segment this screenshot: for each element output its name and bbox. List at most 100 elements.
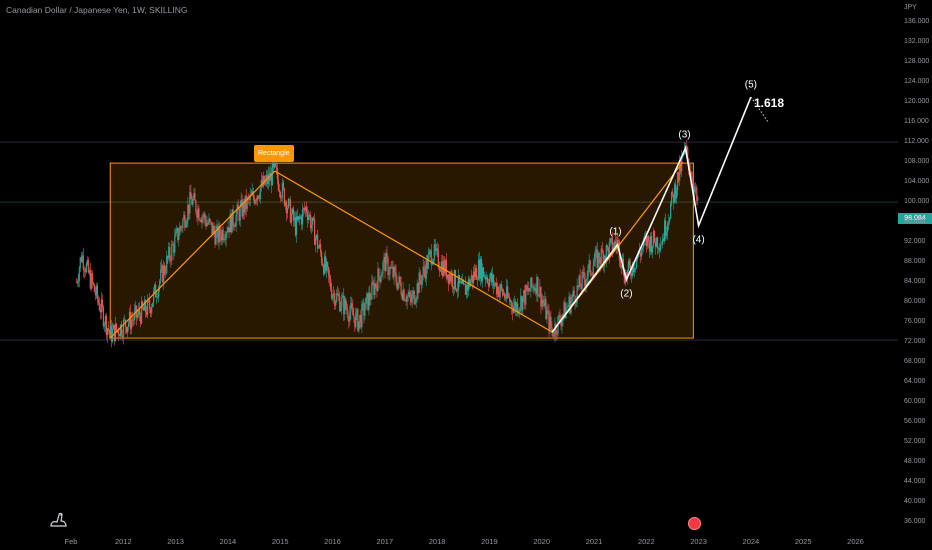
candle-body	[389, 267, 391, 274]
candle-body	[172, 244, 174, 245]
time-tick-label: 2024	[742, 537, 760, 546]
candle-body	[642, 239, 645, 248]
candle-body	[352, 307, 354, 316]
candle-body	[328, 267, 330, 276]
candle-body	[353, 315, 355, 318]
candle-body	[503, 293, 505, 295]
candle-body	[431, 263, 433, 265]
candle-body	[168, 247, 170, 259]
candle-body	[624, 274, 626, 284]
candle-body	[364, 309, 366, 316]
candle-body	[221, 229, 223, 241]
candle-body	[574, 295, 576, 303]
candle-body	[394, 267, 396, 272]
rectangle-label[interactable]: Rectangle	[254, 145, 294, 162]
candle-body	[289, 199, 292, 223]
candle-body	[340, 306, 342, 312]
candle-body	[256, 195, 258, 201]
candle-body	[403, 289, 405, 301]
candle-body	[587, 265, 589, 277]
candle-body	[474, 268, 477, 278]
candle-body	[270, 172, 272, 186]
candle-body	[206, 222, 208, 227]
candle-body	[98, 302, 100, 311]
candle-body	[546, 310, 548, 320]
candle-body	[159, 280, 161, 287]
candle-body	[130, 319, 133, 329]
time-tick-label: Feb	[64, 537, 78, 546]
candle-body	[333, 293, 335, 296]
price-tick-label: 80.000	[904, 298, 926, 306]
candle-body	[229, 214, 231, 233]
candle-body	[304, 207, 307, 211]
candle-body	[126, 326, 129, 333]
candle-body	[582, 271, 584, 273]
candle-body	[302, 208, 305, 210]
time-tick-label: 2016	[324, 537, 341, 546]
candle-body	[274, 163, 276, 167]
candle-body	[131, 319, 134, 321]
time-axis[interactable]	[0, 536, 898, 550]
candle-body	[410, 297, 412, 303]
candle-body	[610, 237, 612, 240]
candle-body	[599, 261, 601, 264]
price-tick-label: 116.000	[904, 118, 929, 126]
candle-body	[338, 294, 340, 297]
candle-body	[653, 230, 656, 242]
candle-body	[258, 198, 260, 199]
candle-body	[543, 302, 545, 306]
candle-body	[656, 237, 659, 249]
candle-body	[281, 182, 284, 198]
candle-body	[195, 200, 197, 212]
candle-body	[278, 190, 280, 192]
candle-body	[170, 258, 172, 261]
candle-body	[297, 216, 300, 221]
candle-body	[84, 270, 86, 273]
candle-body	[491, 272, 493, 283]
candle-body	[514, 301, 516, 307]
price-tick-label: 68.000	[904, 358, 926, 366]
candle-body	[566, 307, 568, 309]
candle-body	[577, 285, 579, 288]
candle-body	[228, 227, 230, 233]
candle-body	[205, 220, 207, 227]
price-tick-label: 72.000	[904, 338, 926, 346]
candle-body	[605, 245, 607, 261]
candle-body	[551, 327, 553, 331]
candle-body	[608, 242, 610, 258]
candle-body	[87, 259, 89, 273]
candle-body	[485, 277, 488, 280]
candle-body	[380, 276, 382, 283]
candle-body	[445, 259, 447, 279]
candle-body	[96, 285, 98, 299]
candle-body	[594, 251, 596, 262]
candle-body	[351, 303, 353, 308]
candle-body	[183, 215, 185, 220]
tradingview-logo-icon[interactable]	[48, 512, 70, 533]
alert-icon[interactable]	[688, 517, 701, 530]
candle-body	[467, 279, 470, 291]
candle-body	[158, 286, 160, 297]
candle-body	[83, 269, 85, 271]
price-tick-label: 88.000	[904, 258, 926, 266]
candle-body	[285, 201, 288, 214]
candle-body	[166, 256, 168, 273]
price-chart[interactable]	[0, 0, 898, 550]
candle-body	[477, 259, 480, 280]
candle-body	[303, 208, 306, 211]
candle-body	[327, 262, 329, 268]
candle-body	[540, 286, 542, 307]
candle-body	[451, 273, 453, 287]
candle-body	[337, 293, 339, 295]
candle-body	[454, 270, 457, 290]
candle-body	[604, 256, 606, 261]
candle-body	[199, 219, 201, 221]
price-tick-label: 44.000	[904, 478, 926, 486]
candle-body	[450, 273, 452, 282]
candle-body	[243, 201, 245, 213]
candle-body	[190, 192, 192, 200]
candle-body	[568, 296, 570, 307]
candle-body	[110, 325, 113, 342]
candle-body	[309, 214, 312, 229]
candle-body	[267, 173, 269, 185]
